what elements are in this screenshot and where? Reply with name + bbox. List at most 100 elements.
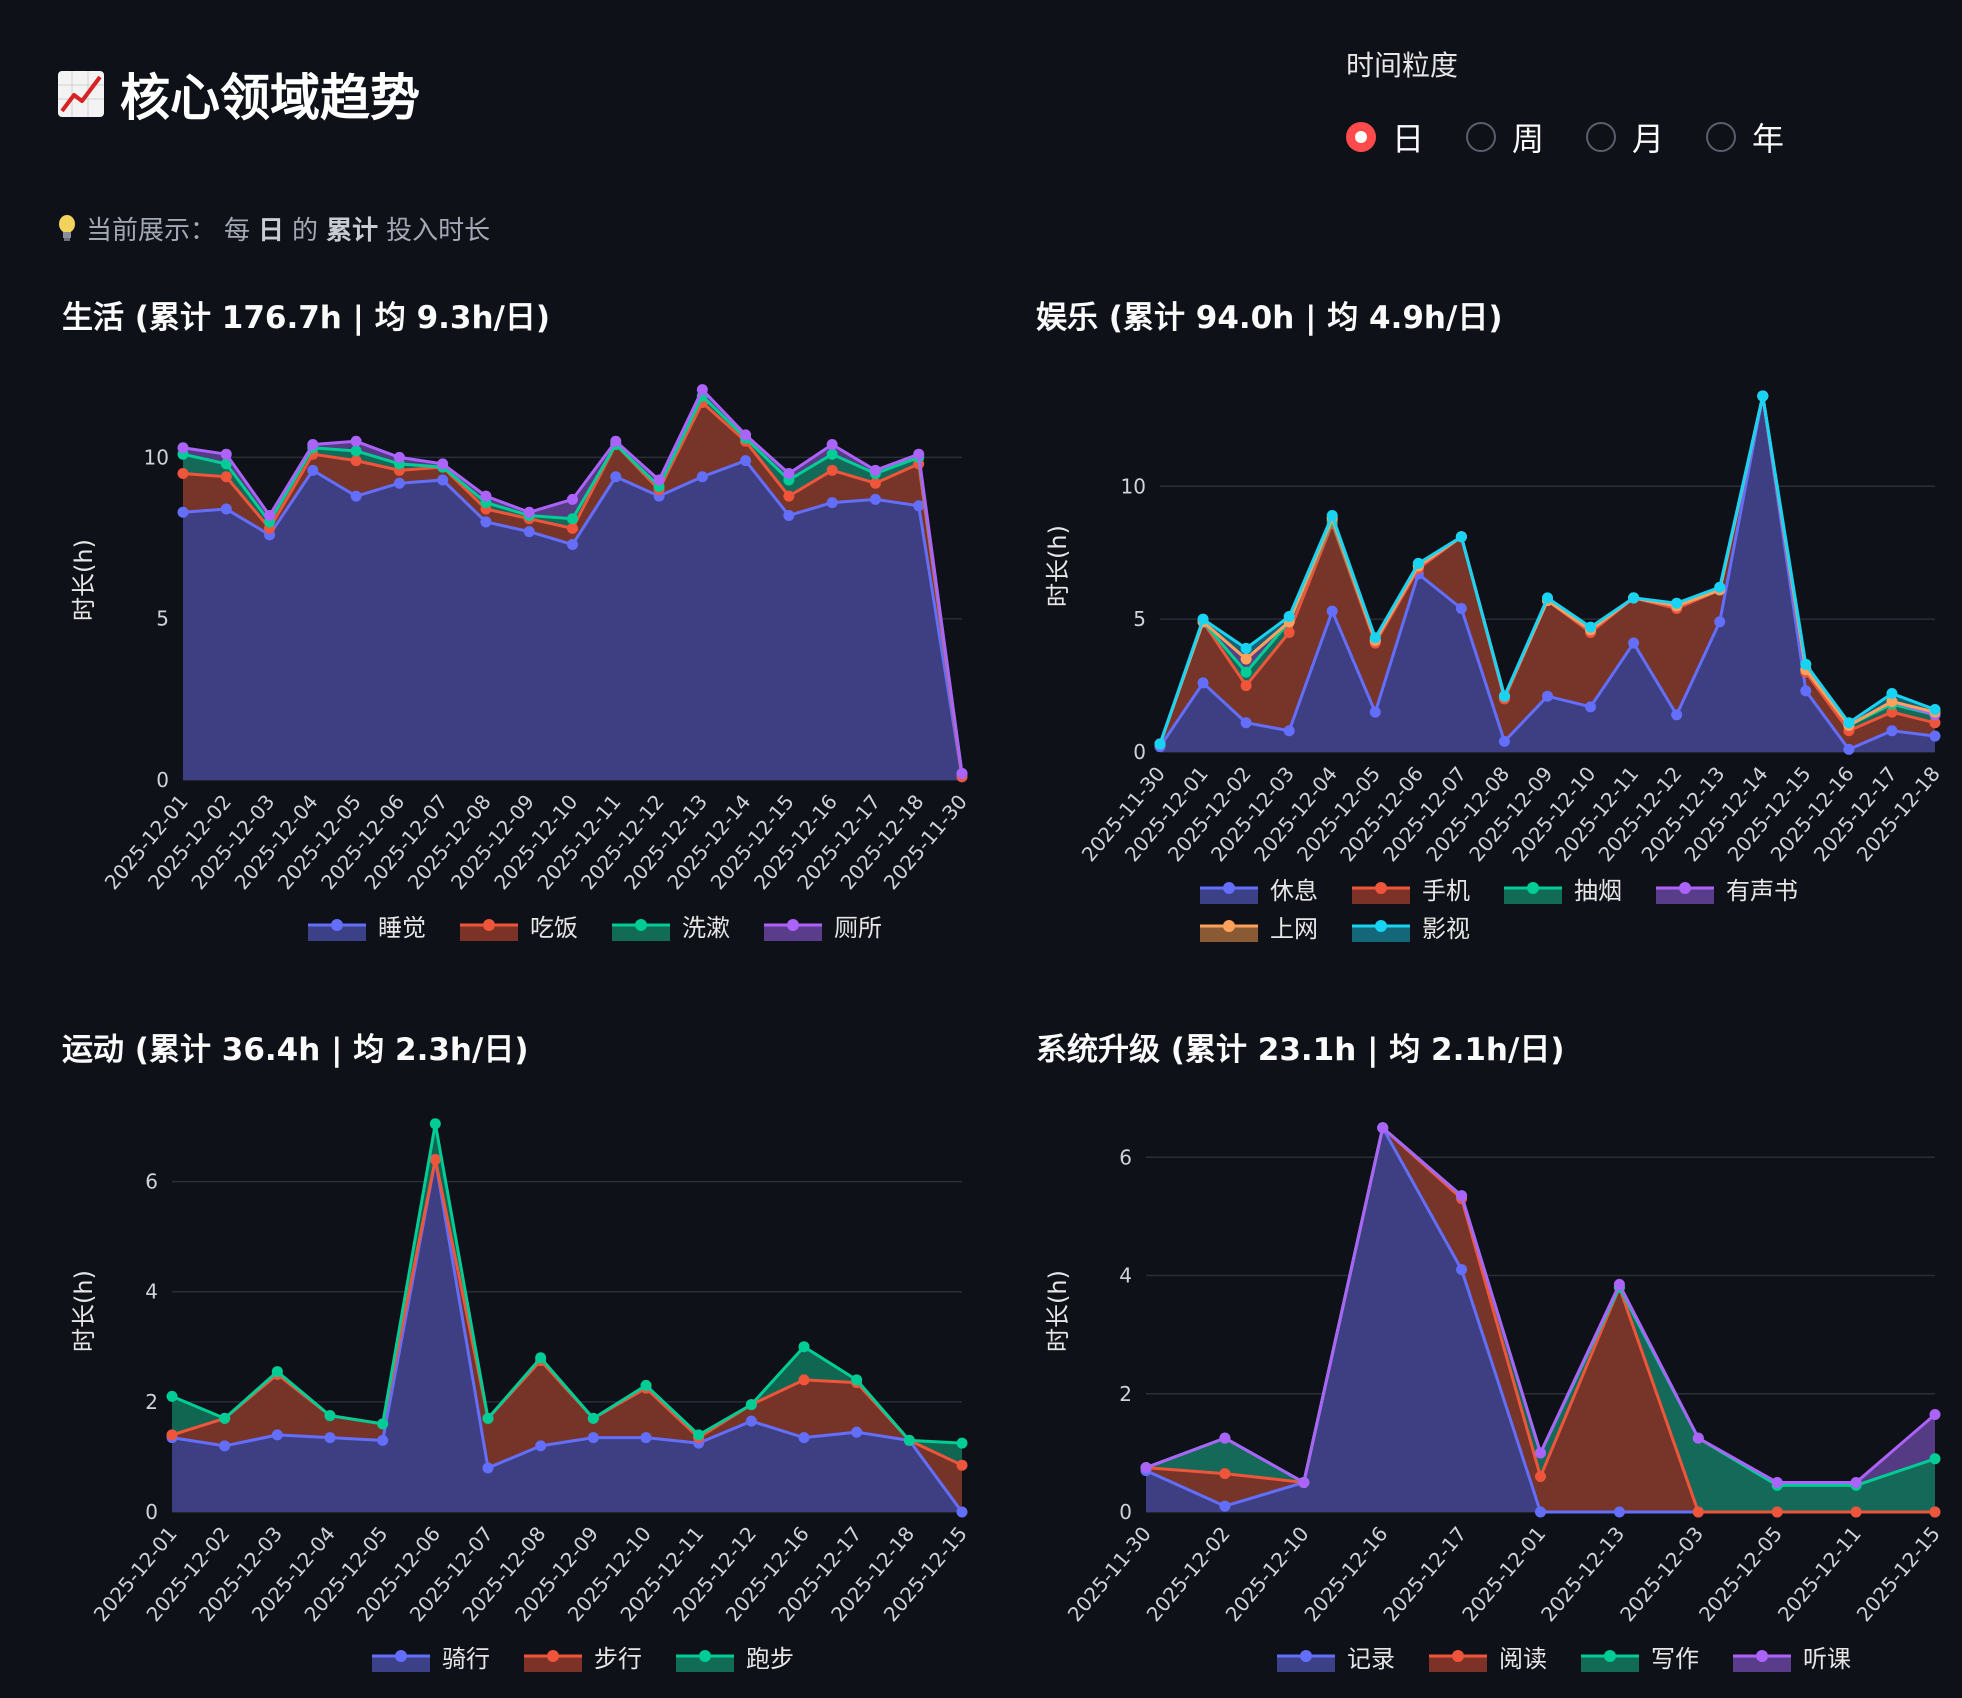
- y-tick-label: 6: [1119, 1145, 1132, 1169]
- legend-item: 手机: [1352, 877, 1470, 905]
- data-point: [1929, 717, 1941, 729]
- data-point: [693, 1429, 705, 1441]
- radio-circle[interactable]: [1346, 122, 1376, 152]
- legend-marker: [1452, 1650, 1464, 1662]
- data-point: [1757, 390, 1769, 402]
- data-point: [696, 471, 708, 483]
- legend-label: 写作: [1651, 1645, 1699, 1673]
- data-point: [1412, 557, 1424, 569]
- data-point: [350, 455, 362, 467]
- series-line-骑行: [171, 1158, 964, 1513]
- data-point: [1240, 653, 1252, 665]
- data-point: [567, 539, 578, 551]
- page-title: 核心领域趋势: [56, 58, 420, 130]
- data-point: [1197, 677, 1209, 689]
- series-line-听课: [1145, 1126, 1936, 1484]
- radio-week[interactable]: 周: [1466, 114, 1544, 160]
- data-point: [480, 516, 492, 528]
- legend-swatch: [612, 925, 670, 941]
- radio-circle[interactable]: [1586, 122, 1617, 152]
- data-point: [1692, 1432, 1704, 1444]
- y-tick-label: 4: [145, 1280, 158, 1304]
- data-point: [783, 509, 795, 521]
- granularity-selector: 时间粒度 日 周 月 年: [1346, 44, 1826, 160]
- data-point: [1219, 1432, 1231, 1444]
- data-point: [1714, 581, 1726, 593]
- data-point: [798, 1341, 810, 1353]
- data-point: [956, 1506, 968, 1518]
- radio-circle[interactable]: [1706, 122, 1737, 152]
- data-point: [166, 1390, 178, 1402]
- data-point: [264, 509, 276, 521]
- y-tick-label: 2: [145, 1390, 158, 1414]
- data-point: [1535, 1506, 1546, 1518]
- data-point: [1843, 717, 1855, 729]
- granularity-label: 时间粒度: [1346, 49, 1459, 82]
- data-point: [610, 471, 622, 483]
- data-point: [826, 439, 838, 451]
- legend-label: 吃饭: [530, 914, 578, 942]
- data-point: [350, 490, 362, 502]
- legend-swatch: [1200, 888, 1258, 904]
- legend-label: 记录: [1347, 1645, 1395, 1673]
- caption-granularity: 日: [258, 216, 285, 246]
- data-point: [1456, 1264, 1468, 1276]
- data-point: [640, 1379, 652, 1391]
- y-tick-label: 0: [156, 768, 169, 792]
- radio-label: 周: [1512, 120, 1545, 158]
- radio-circle[interactable]: [1466, 122, 1497, 152]
- radio-year[interactable]: 年: [1706, 114, 1784, 160]
- legend-swatch: [1200, 926, 1258, 942]
- legend-swatch: [308, 925, 366, 941]
- data-point: [1240, 717, 1252, 729]
- legend-item: 记录: [1277, 1645, 1395, 1673]
- caption-prefix: 当前展示：: [86, 216, 217, 246]
- data-point: [535, 1440, 547, 1452]
- data-point: [437, 474, 449, 486]
- legend-item: 写作: [1581, 1645, 1699, 1673]
- y-axis-label: 时长(h): [1044, 1270, 1072, 1352]
- data-point: [1886, 725, 1898, 737]
- data-point: [869, 493, 881, 505]
- data-point: [1613, 1278, 1625, 1290]
- data-point: [653, 474, 665, 486]
- radio-label: 月: [1632, 120, 1665, 158]
- data-point: [1628, 637, 1640, 649]
- y-tick-label: 5: [1133, 607, 1146, 631]
- radio-day[interactable]: 日: [1346, 114, 1424, 160]
- chart-title-life: 生活 (累计 176.7h | 均 9.3h/日): [62, 300, 551, 336]
- data-point: [567, 513, 578, 525]
- legend-label: 骑行: [442, 1645, 490, 1673]
- chart-title-entertainment: 娱乐 (累计 94.0h | 均 4.9h/日): [1036, 300, 1503, 336]
- radio-label: 日: [1392, 120, 1425, 158]
- data-point: [1886, 688, 1898, 700]
- data-point: [220, 448, 232, 460]
- legend-marker: [1375, 882, 1387, 894]
- data-point: [740, 455, 752, 467]
- y-axis-label: 时长(h): [70, 539, 98, 621]
- radio-month[interactable]: 月: [1586, 114, 1664, 160]
- data-point: [1886, 706, 1898, 718]
- legend-item: 步行: [524, 1645, 642, 1673]
- data-point: [350, 445, 362, 457]
- data-point: [1692, 1506, 1704, 1518]
- data-point: [1929, 1506, 1941, 1518]
- data-point: [324, 1432, 336, 1444]
- data-point: [1154, 738, 1166, 750]
- data-point: [783, 490, 795, 502]
- data-point: [177, 442, 189, 454]
- data-point: [393, 477, 405, 489]
- data-point: [956, 768, 968, 780]
- caption-word: 投入时长: [386, 216, 491, 246]
- legend-swatch: [1581, 1656, 1639, 1672]
- data-point: [567, 522, 578, 534]
- data-point: [913, 500, 925, 512]
- data-point: [798, 1374, 810, 1386]
- legend-marker: [331, 919, 343, 931]
- legend-label: 有声书: [1726, 877, 1798, 905]
- legend-marker: [1756, 1650, 1768, 1662]
- legend-item: 阅读: [1429, 1645, 1547, 1673]
- data-point: [1771, 1476, 1783, 1488]
- data-point: [480, 490, 492, 502]
